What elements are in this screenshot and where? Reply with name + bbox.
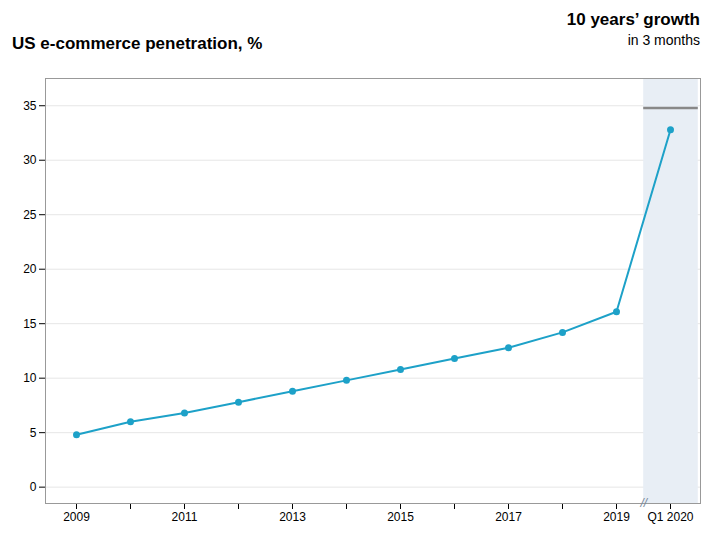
- svg-text:2009: 2009: [63, 510, 90, 524]
- svg-text:2013: 2013: [279, 510, 306, 524]
- svg-text:15: 15: [23, 317, 37, 331]
- svg-text:2017: 2017: [495, 510, 522, 524]
- svg-text:2019: 2019: [603, 510, 630, 524]
- svg-text:2011: 2011: [172, 510, 198, 524]
- svg-text:10: 10: [23, 371, 37, 385]
- svg-text:35: 35: [23, 99, 37, 113]
- html-text:10 years’ growth: 10 years’ growth: [566, 10, 700, 29]
- svg-text://: //: [639, 496, 648, 510]
- svg-text:25: 25: [23, 208, 37, 222]
- svg-text:0: 0: [30, 480, 37, 494]
- svg-text:30: 30: [23, 153, 37, 167]
- svg-text:20: 20: [23, 262, 37, 276]
- svg-text:5: 5: [30, 426, 37, 440]
- svg-text:2015: 2015: [387, 510, 414, 524]
- svg-text:Q1 2020: Q1 2020: [647, 510, 693, 524]
- html-text:in 3 months: in 3 months: [627, 32, 700, 48]
- html-text:US e-commerce penetration, %: US e-commerce penetration, %: [12, 34, 263, 53]
